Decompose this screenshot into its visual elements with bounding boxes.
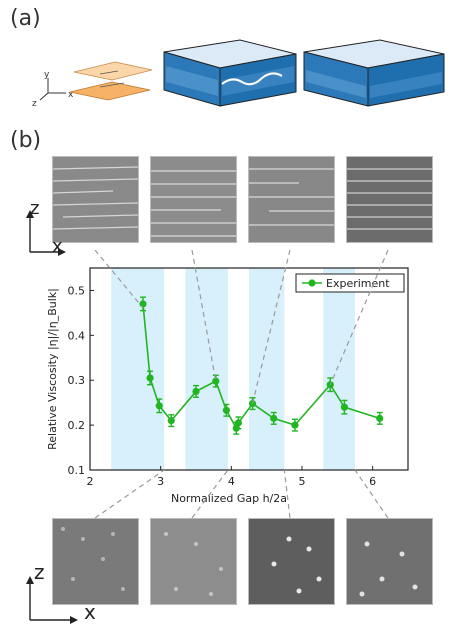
connector-line-6: [283, 469, 291, 519]
legend-marker: [308, 279, 316, 287]
panel-label-a: (a): [10, 6, 41, 31]
coord-bottom-x-label: x: [84, 600, 96, 624]
x-tick-label-2: 4: [228, 475, 235, 488]
x-tick-label-1: 3: [157, 475, 164, 488]
x-tick-label-0: 2: [87, 475, 94, 488]
crystal-block-1: [163, 39, 297, 107]
micrograph-bottom-4: [346, 518, 433, 605]
micrograph-top-1: [52, 156, 139, 243]
y-tick-label-2: 0.3: [68, 374, 86, 387]
x-axis-label: Normalized Gap h/2a: [171, 492, 287, 505]
plot-frame: [89, 267, 409, 471]
data-point-3: [167, 417, 175, 425]
y-tick-label-0: 0.1: [68, 464, 86, 477]
y-tick-label-4: 0.5: [68, 284, 86, 297]
data-point-9: [248, 399, 257, 408]
micrograph-bottom-3: [248, 518, 335, 605]
data-point-2: [155, 402, 163, 410]
data-point-6: [222, 406, 230, 414]
connector-line-7: [354, 469, 389, 519]
coord-axes-bottom: [26, 576, 78, 624]
micrograph-bottom-1: [52, 518, 139, 605]
micrograph-top-3: [248, 156, 335, 243]
shaded-band-1: [111, 268, 165, 470]
data-point-4: [192, 387, 200, 396]
data-point-1: [146, 374, 154, 382]
shear-plates: [69, 61, 153, 101]
data-point-13: [340, 403, 348, 411]
data-point-10: [270, 414, 278, 422]
connector-line-4: [94, 469, 165, 519]
shaded-band-2: [185, 268, 228, 470]
schematic-axis-x: x: [68, 90, 74, 100]
coord-top-z-label: z: [30, 198, 40, 219]
x-tick-label-4: 6: [369, 475, 376, 488]
coord-top-x-label: x: [52, 236, 63, 257]
panel-label-b: (b): [10, 128, 42, 153]
connector-line-0: [94, 250, 144, 309]
x-tick-label-3: 5: [299, 475, 306, 488]
shaded-band-4: [323, 268, 355, 470]
crystal-block-2: [303, 39, 445, 107]
coord-bottom-z-label: z: [34, 560, 45, 584]
schematic-axis-y: y: [44, 70, 50, 80]
micrograph-top-2: [150, 156, 237, 243]
y-tick-label-1: 0.2: [68, 419, 86, 432]
viscosity-chart: 2 3 4 5 6 0.1 0.2 0.3 0.4 0.5 Normalized Gap h/2a R…: [46, 250, 409, 519]
legend-box: [295, 273, 405, 293]
connector-line-1: [191, 250, 217, 382]
schematic-panel-a: y x z: [32, 39, 445, 109]
shaded-band-3: [249, 268, 285, 470]
connector-line-3: [329, 250, 389, 385]
schematic-axis-z: z: [32, 99, 37, 109]
coord-axes-top: [26, 210, 66, 256]
y-tick-label-3: 0.4: [68, 329, 86, 342]
data-point-0: [139, 300, 147, 308]
schematic-axes: [39, 78, 66, 101]
data-point-5: [212, 377, 220, 385]
y-axis-label: Relative Viscosity |η|/|η_Bulk|: [46, 288, 59, 450]
data-point-11: [291, 421, 299, 429]
legend-label: Experiment: [326, 277, 390, 290]
data-point-8: [234, 419, 242, 427]
connector-line-5: [191, 469, 229, 519]
data-point-14: [376, 414, 384, 422]
micrograph-top-4: [346, 156, 433, 243]
micrograph-bottom-2: [150, 518, 237, 605]
